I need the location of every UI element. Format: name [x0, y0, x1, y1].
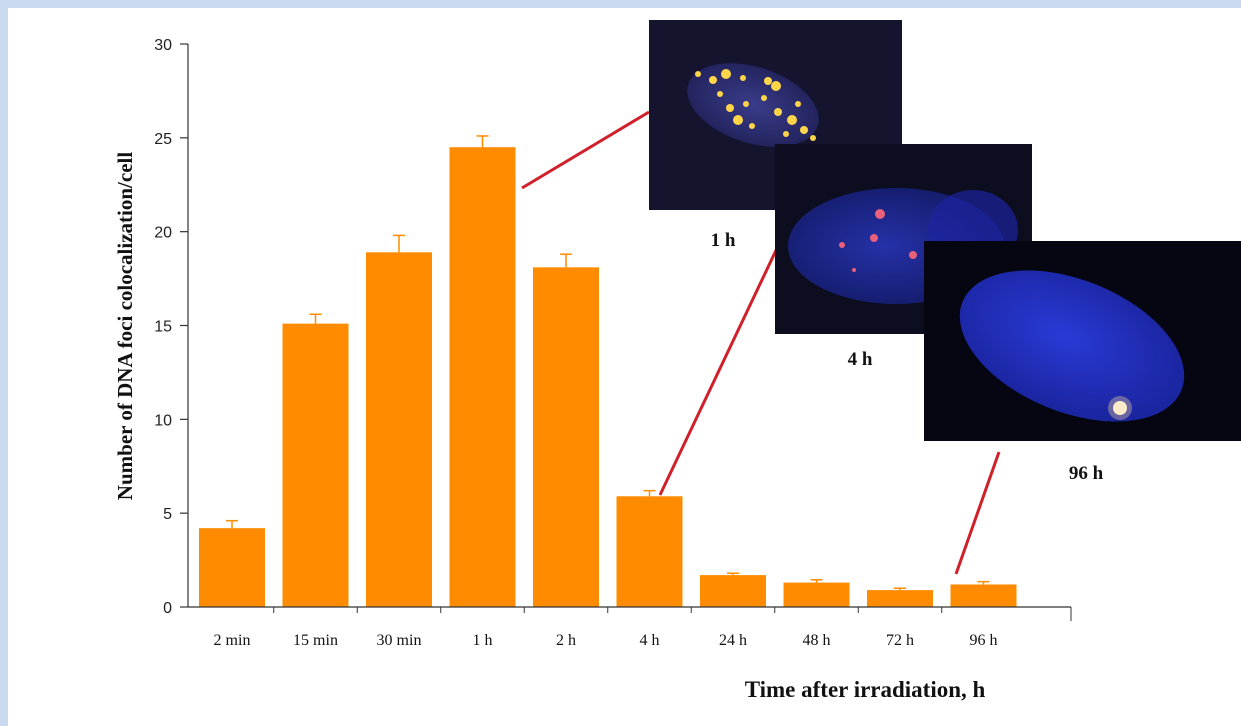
y-tick-label: 25	[154, 131, 172, 148]
x-tick-label: 72 h	[886, 632, 914, 649]
y-tick-label: 20	[154, 225, 172, 242]
y-tick-label: 5	[163, 506, 172, 523]
annotation-connector	[658, 243, 781, 496]
x-tick-label: 24 h	[719, 632, 747, 649]
bar	[950, 584, 1017, 607]
y-tick-group: 0 5 10 15 20 25 30	[154, 37, 188, 617]
micrograph-96h	[924, 241, 1241, 441]
x-tick-label: 2 h	[556, 632, 576, 649]
y-axis-title: Number of DNA foci colocalization/cell	[113, 152, 137, 501]
foci-4h	[839, 209, 917, 272]
bar	[533, 267, 599, 607]
bar	[783, 582, 850, 607]
nucleus-1h	[687, 63, 819, 147]
label-1h: 1 h	[711, 230, 736, 251]
annotation-connector	[954, 451, 1001, 575]
bar	[282, 323, 349, 607]
label-96h: 96 h	[1069, 463, 1104, 484]
bar	[867, 590, 933, 607]
x-tick-label: 30 min	[377, 632, 422, 649]
x-tick-label: 4 h	[640, 632, 660, 649]
annotation-connector	[521, 110, 650, 190]
bar	[199, 528, 265, 607]
x-category-group: 2 min 15 min 30 min 1 h 2 h 4 h 24 h 48 h 72 h 96…	[214, 607, 1072, 649]
y-tick-label: 10	[154, 412, 172, 429]
x-tick-label: 15 min	[293, 632, 338, 649]
y-tick-label: 15	[154, 319, 172, 336]
bar-group	[199, 135, 1017, 607]
x-tick-label: 2 min	[214, 632, 251, 649]
x-axis-title: Time after irradiation, h	[745, 677, 986, 702]
label-4h: 4 h	[848, 349, 873, 370]
y-tick-label: 30	[154, 37, 172, 54]
y-tick-label: 0	[163, 600, 172, 617]
bar	[616, 496, 683, 607]
bar	[449, 147, 516, 607]
bar	[366, 252, 432, 607]
bar	[700, 575, 766, 607]
nucleus-96h	[959, 270, 1185, 422]
x-tick-label: 48 h	[803, 632, 831, 649]
focus-96h	[1113, 401, 1127, 415]
x-tick-label: 96 h	[970, 632, 998, 649]
connector-group	[521, 110, 1001, 575]
x-tick-label: 1 h	[473, 632, 493, 649]
foci-1h	[695, 69, 816, 141]
